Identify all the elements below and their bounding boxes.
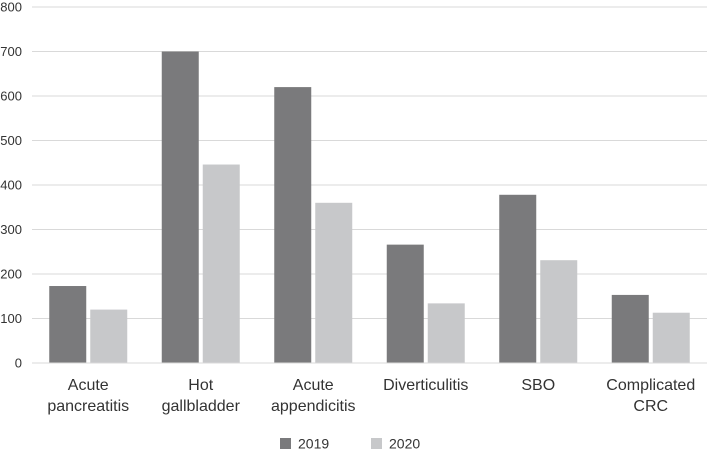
x-category-label: Acute — [68, 377, 109, 394]
bar-2020-1 — [202, 164, 240, 363]
x-category-label: Diverticulitis — [383, 377, 468, 394]
y-tick-label-100: 100 — [0, 311, 22, 326]
y-tick-label-600: 600 — [0, 89, 22, 104]
y-tick-label-300: 300 — [0, 222, 22, 237]
bar-2019-1 — [161, 51, 199, 363]
x-category-label: SBO — [521, 377, 555, 394]
y-tick-label-700: 700 — [0, 44, 22, 59]
x-category-label: appendicitis — [271, 398, 356, 415]
y-tick-label-500: 500 — [0, 133, 22, 148]
legend-label-2019: 2019 — [298, 436, 329, 452]
bar-2019-4 — [499, 194, 537, 363]
bar-2020-4 — [540, 260, 578, 363]
y-axis-tick-labels: 0 100 200 300 400 500 600 700 800 — [0, 0, 22, 371]
bar-2020-0 — [90, 309, 128, 363]
bar-2019-2 — [274, 87, 312, 363]
x-axis-category-labels: Acute pancreatitis Hot gallbladder Acute appe… — [47, 377, 695, 415]
x-category-label: Acute — [293, 377, 334, 394]
bar-2019-3 — [386, 244, 424, 363]
bars — [49, 51, 690, 363]
legend-label-2020: 2020 — [389, 436, 420, 452]
bar-2019-5 — [611, 294, 649, 363]
bar-2019-0 — [49, 286, 87, 363]
bar-2020-2 — [315, 202, 353, 363]
y-tick-label-0: 0 — [15, 356, 22, 371]
gridlines — [32, 6, 707, 319]
legend-swatch-2019 — [280, 438, 291, 449]
y-tick-label-200: 200 — [0, 267, 22, 282]
bar-2020-5 — [652, 312, 690, 363]
legend: 2019 2020 — [280, 436, 420, 452]
legend-swatch-2020 — [371, 438, 382, 449]
x-category-label: pancreatitis — [47, 398, 129, 415]
y-tick-label-400: 400 — [0, 178, 22, 193]
x-category-label: gallbladder — [162, 398, 241, 415]
x-category-label: CRC — [633, 398, 668, 415]
y-tick-label-800: 800 — [0, 0, 22, 15]
x-category-label: Hot — [188, 377, 213, 394]
x-category-label: Complicated — [606, 377, 695, 394]
bar-2020-3 — [427, 303, 465, 363]
